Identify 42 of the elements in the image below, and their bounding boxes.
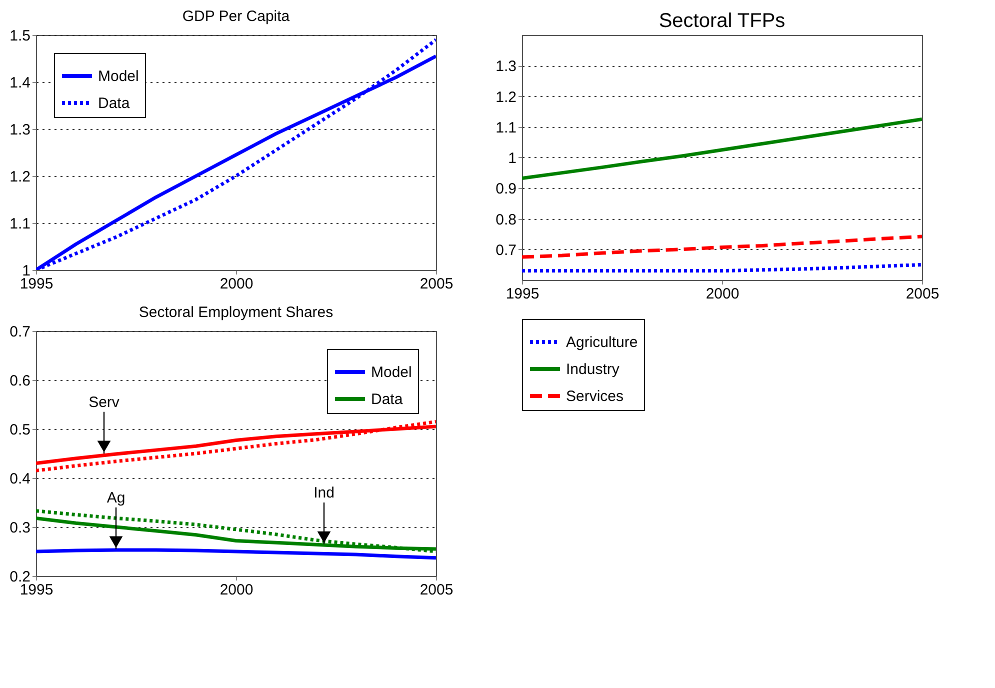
legend-label: Agriculture <box>566 334 638 351</box>
y-tick-label: 0.5 <box>10 422 30 438</box>
legend-label: Model <box>371 364 412 381</box>
y-tick-label: 1.2 <box>10 168 30 186</box>
y-tick-label: 1.1 <box>496 119 516 136</box>
x-tick-label: 2000 <box>706 286 740 302</box>
legend-label: Data <box>98 95 130 112</box>
x-tick-label: 2000 <box>220 582 254 598</box>
y-tick-label: 1.2 <box>496 88 516 106</box>
y-tick-label: 0.7 <box>10 324 30 340</box>
legend-label: Industry <box>566 361 620 378</box>
x-tick-label: 2005 <box>420 276 454 292</box>
y-tick-label: 1.5 <box>10 28 30 44</box>
y-tick-label: 0.4 <box>10 470 30 488</box>
line-series <box>36 548 436 560</box>
chart-title: Sectoral Employment Shares <box>138 304 334 321</box>
x-tick-label: 2000 <box>220 276 254 292</box>
y-tick-label: 0.9 <box>496 180 516 198</box>
y-tick-label: 1.1 <box>10 216 30 232</box>
y-tick-label: 1.3 <box>496 58 516 76</box>
y-tick-label: 1.4 <box>10 74 30 92</box>
y-tick-label: 0.6 <box>10 372 30 390</box>
y-tick-label: 0.8 <box>496 211 516 228</box>
line-series <box>36 420 436 472</box>
annotation: Serv <box>88 394 120 411</box>
x-tick-label: 2005 <box>420 582 454 598</box>
x-tick-label: 1995 <box>506 286 540 302</box>
y-tick-label: 1.3 <box>10 122 30 138</box>
line-series <box>522 234 922 259</box>
annotation: Ind <box>314 484 334 502</box>
y-tick-label: 1 <box>508 150 516 167</box>
chart-title: Sectoral TFPs <box>658 10 786 32</box>
line-series <box>522 262 922 273</box>
annotation: Ag <box>106 489 126 506</box>
legend-label: Model <box>98 68 139 85</box>
chart-title: GDP Per Capita <box>182 8 290 25</box>
legend-label: Data <box>371 391 404 408</box>
y-tick-label: 0.3 <box>10 520 30 536</box>
legend-label: Services <box>566 388 624 405</box>
line-series <box>522 117 922 180</box>
x-tick-label: 2005 <box>906 286 940 302</box>
y-tick-label: 0.7 <box>496 242 516 259</box>
